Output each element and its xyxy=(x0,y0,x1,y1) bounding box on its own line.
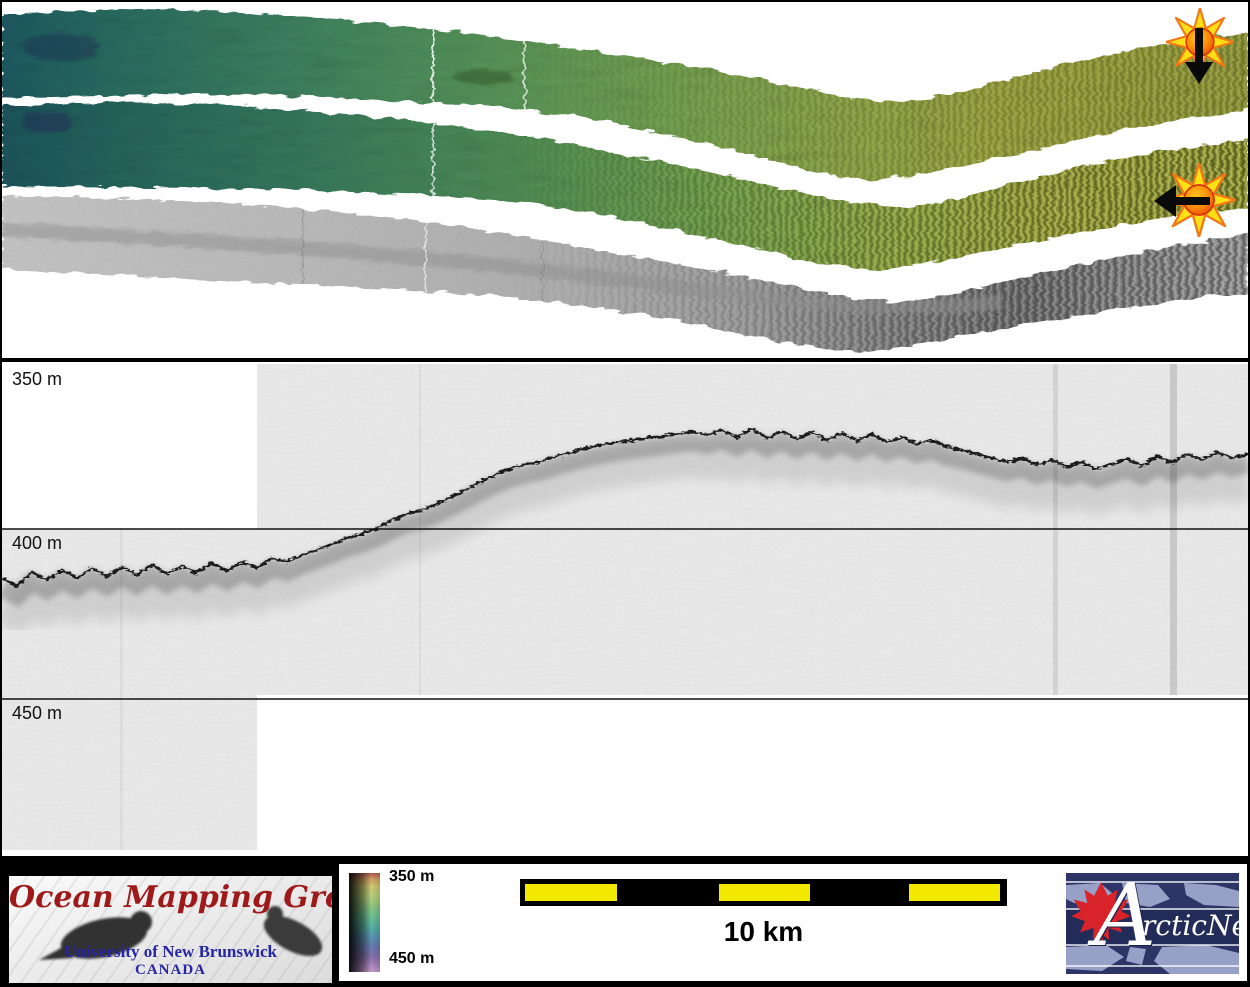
arcticnet-wordmark: rcticNet xyxy=(1142,909,1239,942)
depth-label-350m: 350 m xyxy=(12,369,63,389)
depth-label-400m: 400 m xyxy=(12,533,63,553)
arcticnet-wordmark-initial: A xyxy=(1094,873,1157,966)
walrus-silhouette-right xyxy=(263,906,323,957)
arrow-left-icon xyxy=(1154,185,1210,217)
legend-panel: 350 m 450 m 10 km xyxy=(339,864,1247,981)
depth-colorbar xyxy=(349,873,380,972)
noise-streak xyxy=(120,529,123,850)
scalebar-segment xyxy=(525,884,617,901)
scalebar-label: 10 km xyxy=(723,916,804,947)
omg-logo-art xyxy=(39,906,323,960)
arrow-down-icon xyxy=(1185,28,1213,84)
scalebar-segment xyxy=(909,884,1000,901)
subbottom-profile-panel xyxy=(2,364,1248,850)
depth-label-450m: 450 m xyxy=(12,703,63,723)
colorbar-top-label: 350 m xyxy=(389,868,435,885)
omg-country: CANADA xyxy=(135,962,206,978)
omg-logo: Ocean Mapping Group University of New Br… xyxy=(9,876,332,983)
distance-scalebar xyxy=(520,879,1007,906)
section-divider xyxy=(2,358,1248,362)
omg-title: Ocean Mapping Group xyxy=(9,880,332,915)
arcticnet-logo-art xyxy=(1066,873,1239,974)
maple-leaf-icon xyxy=(1071,882,1131,945)
omg-institution: University of New Brunswick xyxy=(64,942,277,961)
colorbar-bottom-label: 450 m xyxy=(389,950,435,967)
footer-bar: Ocean Mapping Group University of New Br… xyxy=(2,856,1248,985)
swath-panel xyxy=(2,9,1248,352)
arcticnet-logo: A rcticNet xyxy=(1066,873,1239,974)
walrus-silhouette-left xyxy=(39,911,152,960)
scalebar-segment xyxy=(719,884,810,901)
